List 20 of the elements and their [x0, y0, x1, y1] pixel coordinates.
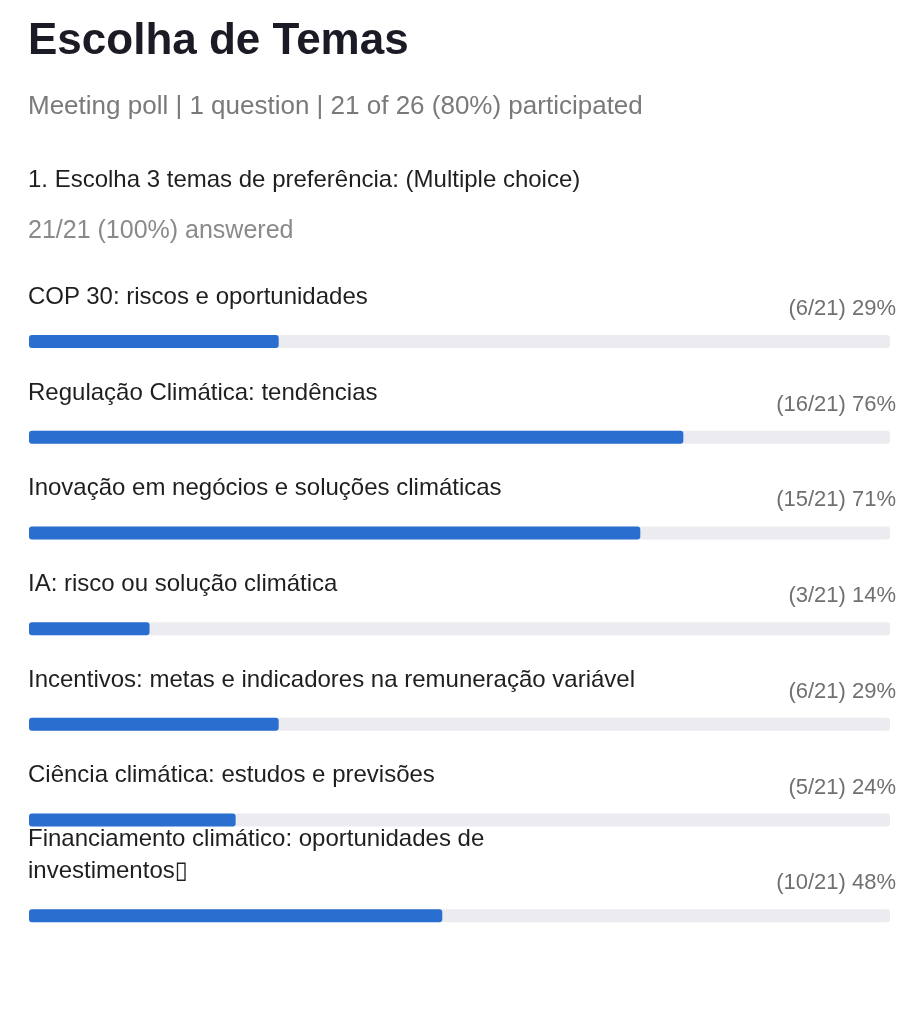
data-label: (6/21) 29%: [788, 677, 896, 703]
y-tick-label: Financiamento climático: oportunidades de investimentos▯: [28, 824, 485, 884]
y-tick-label: COP 30: riscos e oportunidades: [28, 281, 368, 309]
y-tick-label: IA: risco ou solução climática: [28, 569, 339, 596]
data-label: (16/21) 76%: [776, 390, 896, 416]
chart-title: Escolha de Temas: [28, 14, 410, 64]
data-label: (5/21) 24%: [788, 773, 896, 799]
data-label: (15/21) 71%: [776, 486, 896, 512]
data-label: (10/21) 48%: [776, 869, 896, 895]
y-tick-label: Regulação Climática: tendências: [28, 377, 378, 405]
bar: [29, 813, 236, 827]
bar: [29, 622, 150, 636]
data-label: (3/21) 14%: [788, 582, 896, 608]
y-tick-label: Inovação em negócios e soluções climáticas: [28, 473, 502, 501]
chart-subtitle: Meeting poll | 1 question | 21 of 26 (80%) participated: [28, 90, 644, 121]
data-label: (6/21) 29%: [788, 295, 896, 320]
text: 21/21 (100%) answered: [28, 215, 295, 244]
y-tick-label: Incentivos: metas e indicadores na remuneração variável: [28, 664, 635, 692]
y-tick-label: Ciência climática: estudos e previsões: [28, 760, 435, 788]
text: 1. Escolha 3 temas de preferência: (Multiple choice): [28, 165, 582, 193]
